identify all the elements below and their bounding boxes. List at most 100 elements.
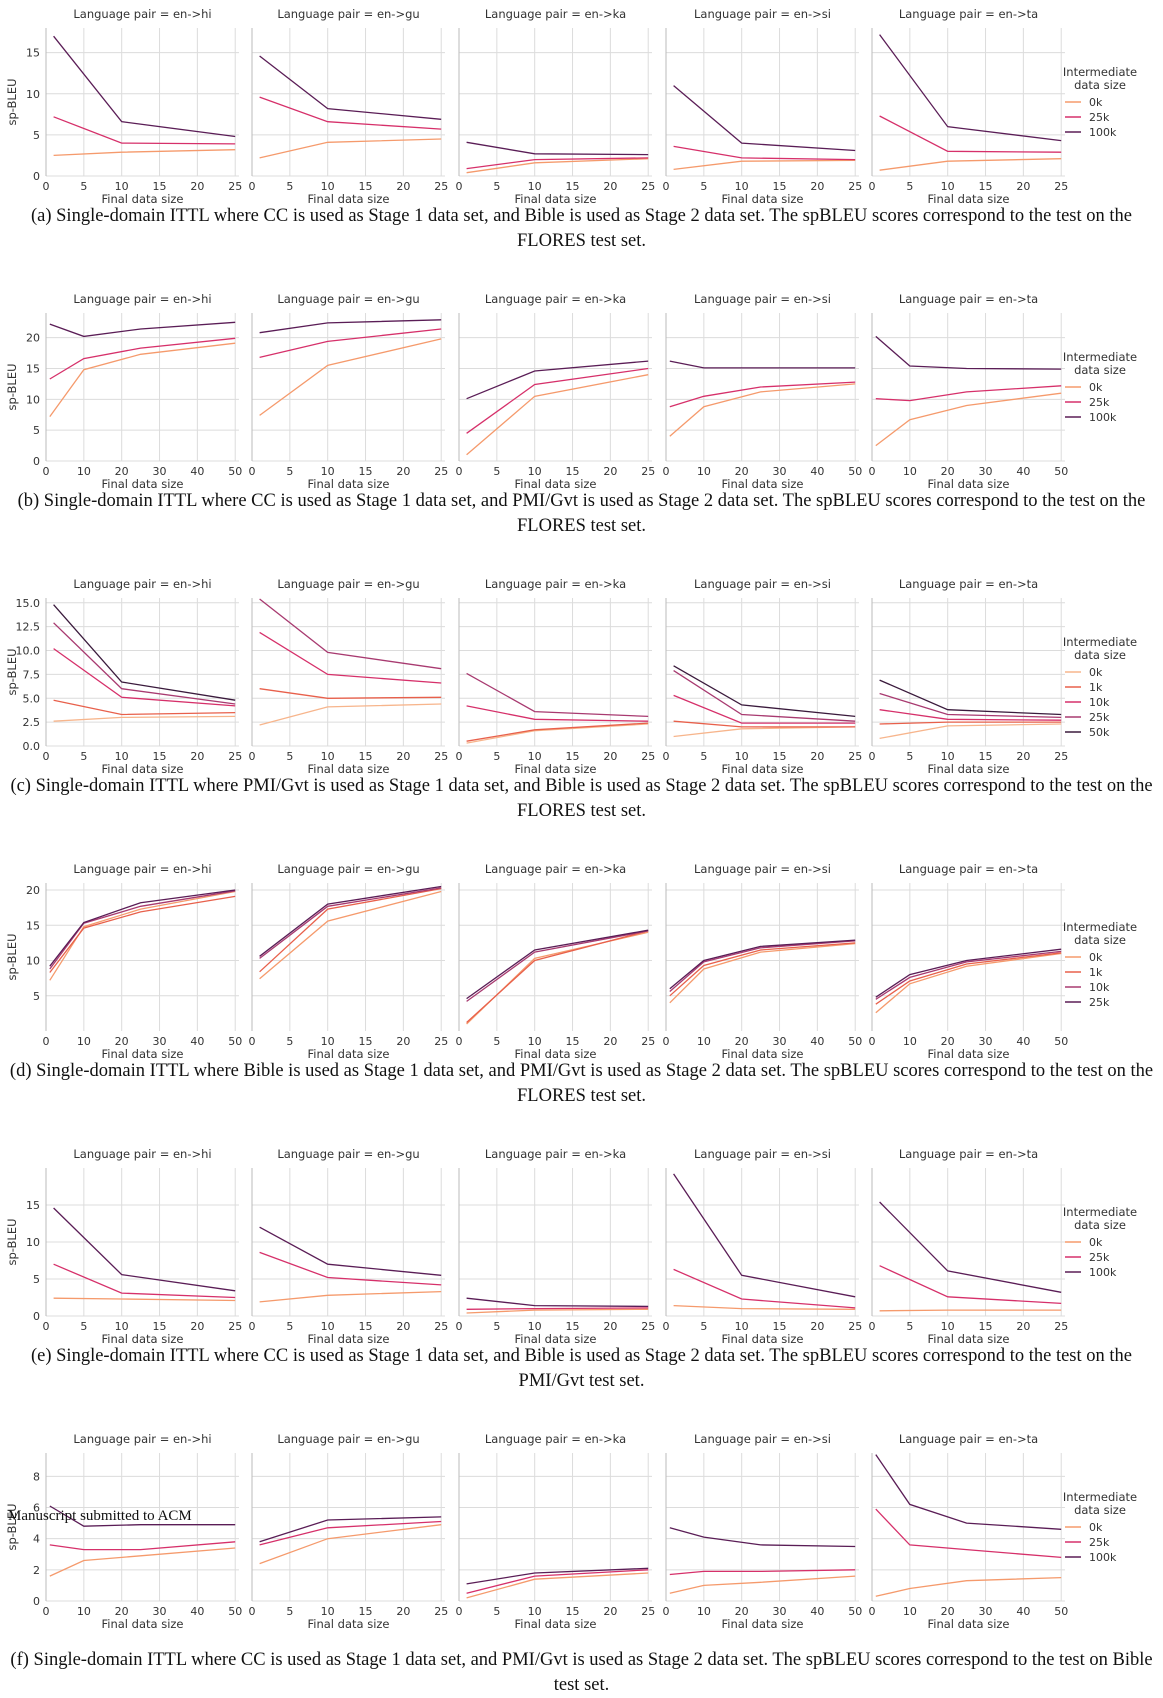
x-tick-label: 15 — [566, 1035, 580, 1048]
series-line-25k — [49, 337, 236, 380]
legend-title: data size — [1074, 363, 1126, 377]
series-line-10k — [879, 709, 1062, 721]
series-line-10k — [466, 930, 649, 1002]
x-tick-label: 5 — [700, 750, 707, 763]
x-axis-label: Final data size — [101, 1617, 183, 1631]
series-line-25k — [259, 1251, 442, 1286]
x-tick-label: 25 — [228, 1320, 242, 1333]
y-tick-label: 0 — [33, 455, 40, 468]
x-tick-label: 10 — [735, 180, 749, 193]
series-line-100k — [259, 1226, 442, 1276]
panel-title: Language pair = en->ka — [485, 577, 626, 591]
y-tick-label: 0.0 — [23, 740, 41, 753]
x-tick-label: 0 — [663, 180, 670, 193]
x-axis-label: Final data size — [927, 762, 1009, 776]
y-tick-label: 15 — [26, 363, 40, 376]
series-line-1k — [673, 720, 856, 728]
series-line-25k — [259, 598, 442, 670]
x-tick-label: 20 — [603, 1320, 617, 1333]
x-tick-label: 0 — [869, 465, 876, 478]
series-line-100k — [53, 35, 236, 138]
x-tick-label: 50 — [1054, 1035, 1068, 1048]
x-tick-label: 20 — [603, 1035, 617, 1048]
series-line-25k — [673, 1268, 856, 1309]
legend-title: Intermediate — [1063, 1205, 1137, 1219]
x-tick-label: 20 — [1016, 1320, 1030, 1333]
x-tick-label: 10 — [321, 465, 335, 478]
x-tick-label: 20 — [810, 750, 824, 763]
series-line-10k — [49, 890, 236, 970]
series-line-0k — [259, 703, 442, 726]
series-line-10k — [875, 950, 1062, 1000]
x-tick-label: 20 — [115, 1035, 129, 1048]
x-tick-label: 25 — [641, 1605, 655, 1618]
panel-title: Language pair = en->si — [694, 7, 831, 21]
x-tick-label: 5 — [286, 465, 293, 478]
x-tick-label: 15 — [359, 465, 373, 478]
x-tick-label: 5 — [700, 1320, 707, 1333]
figure-caption: (e) Single-domain ITTL where CC is used … — [30, 1346, 1132, 1391]
y-tick-label: 5 — [33, 424, 40, 437]
x-axis-label: Final data size — [927, 1047, 1009, 1061]
x-tick-label: 50 — [228, 1605, 242, 1618]
x-tick-label: 0 — [43, 180, 50, 193]
series-line-25k — [875, 1508, 1062, 1559]
y-tick-label: 10 — [26, 393, 40, 406]
y-tick-label: 8 — [33, 1470, 40, 1483]
series-line-0k — [49, 1547, 236, 1577]
y-tick-label: 10 — [26, 88, 40, 101]
panel-title: Language pair = en->hi — [73, 292, 211, 306]
series-line-100k — [259, 55, 442, 120]
series-line-0k — [875, 392, 1062, 447]
series-line-0k — [259, 138, 442, 159]
x-tick-label: 10 — [528, 1320, 542, 1333]
x-tick-label: 15 — [773, 750, 787, 763]
y-tick-label: 15 — [26, 919, 40, 932]
x-tick-label: 20 — [603, 180, 617, 193]
series-line-0k — [259, 1290, 442, 1303]
panel-title: Language pair = en->si — [694, 292, 831, 306]
x-tick-label: 20 — [941, 1035, 955, 1048]
x-tick-label: 10 — [941, 750, 955, 763]
panel-title: Language pair = en->ka — [485, 1147, 626, 1161]
x-tick-label: 15 — [773, 180, 787, 193]
x-tick-label: 15 — [566, 465, 580, 478]
x-tick-label: 0 — [456, 1035, 463, 1048]
panel-title: Language pair = en->gu — [277, 292, 419, 306]
x-tick-label: 25 — [848, 1320, 862, 1333]
legend-title: data size — [1074, 1503, 1126, 1517]
legend-label-25k: 25k — [1089, 711, 1110, 724]
x-tick-label: 50 — [848, 465, 862, 478]
legend-label-25k: 25k — [1089, 1536, 1110, 1549]
series-line-0k — [49, 342, 236, 417]
panel-title: Language pair = en->ka — [485, 1432, 626, 1446]
legend-label-10k: 10k — [1089, 696, 1110, 709]
x-tick-label: 0 — [249, 180, 256, 193]
x-tick-label: 10 — [697, 465, 711, 478]
y-tick-label: 5 — [33, 1273, 40, 1286]
x-tick-label: 5 — [493, 180, 500, 193]
x-tick-label: 50 — [848, 1035, 862, 1048]
x-tick-label: 5 — [80, 180, 87, 193]
series-line-1k — [879, 721, 1062, 725]
x-tick-label: 15 — [153, 180, 167, 193]
x-tick-label: 0 — [43, 1605, 50, 1618]
x-tick-label: 10 — [941, 1320, 955, 1333]
x-tick-label: 25 — [228, 750, 242, 763]
panel-title: Language pair = en->ta — [899, 577, 1038, 591]
x-tick-label: 25 — [641, 465, 655, 478]
legend-title: data size — [1074, 78, 1126, 92]
series-line-1k — [259, 887, 442, 973]
y-axis-label: sp-BLEU — [5, 363, 19, 410]
panel-title: Language pair = en->gu — [277, 1432, 419, 1446]
x-tick-label: 10 — [697, 1035, 711, 1048]
panel-title: Language pair = en->gu — [277, 1147, 419, 1161]
x-tick-label: 0 — [456, 750, 463, 763]
x-tick-label: 40 — [1016, 1605, 1030, 1618]
x-axis-label: Final data size — [514, 1047, 596, 1061]
series-line-100k — [259, 319, 442, 334]
series-line-0k — [875, 952, 1062, 1014]
x-tick-label: 5 — [286, 180, 293, 193]
legend-title: data size — [1074, 1218, 1126, 1232]
series-line-25k — [49, 889, 236, 967]
